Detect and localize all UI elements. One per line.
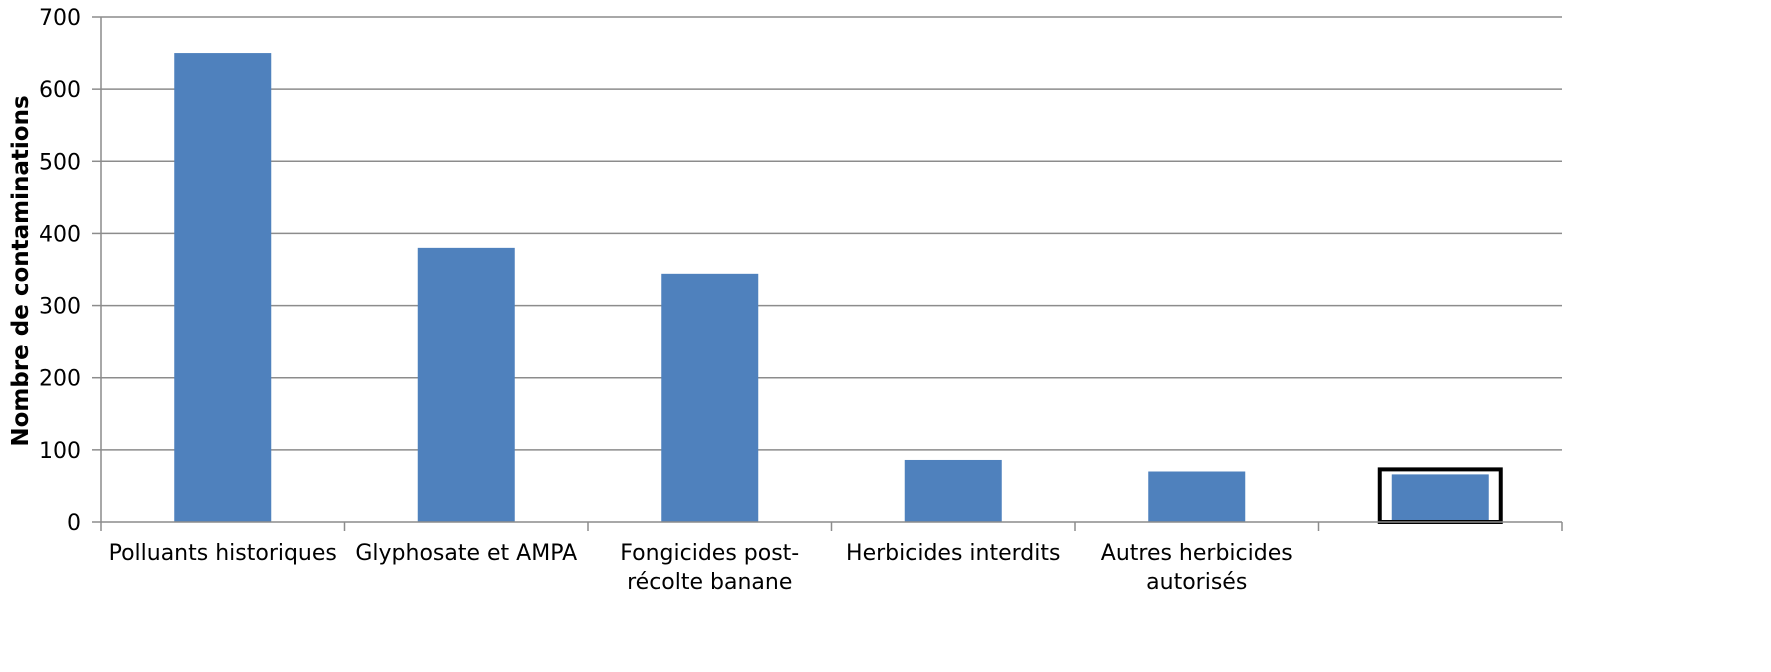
y-tick-label: 400 [39,222,81,247]
y-axis-label: Nombre de contaminations [8,95,34,446]
x-category-label: Glyphosate et AMPA [355,541,577,566]
bar [1148,471,1246,522]
y-tick-label: 700 [39,6,81,31]
y-tick-label: 600 [39,78,81,103]
bar [904,459,1002,522]
x-category-labels: Polluants historiques Glyphosate et AMPA F… [109,541,1293,595]
bars [174,53,1503,524]
y-tick-label: 300 [39,295,81,320]
bar [1391,474,1489,522]
bar [417,247,515,522]
x-category-label: autorisés [1146,570,1247,595]
x-category-label: Fongicides post- [620,541,799,566]
y-tick-label: 500 [39,150,81,175]
y-tick-label: 0 [67,511,81,536]
x-category-label: Polluants historiques [109,541,337,566]
x-category-label: Herbicides interdits [846,541,1060,566]
x-category-label: Autres herbicides [1101,541,1293,566]
gridlines [101,16,1562,451]
bar [174,53,272,522]
y-tick-label: 100 [39,439,81,464]
y-tick-labels: 0 100 200 300 400 500 600 700 [39,6,81,536]
x-category-label: récolte banane [627,570,792,595]
y-tick-label: 200 [39,367,81,392]
axes [92,16,1563,531]
bar [661,273,759,522]
